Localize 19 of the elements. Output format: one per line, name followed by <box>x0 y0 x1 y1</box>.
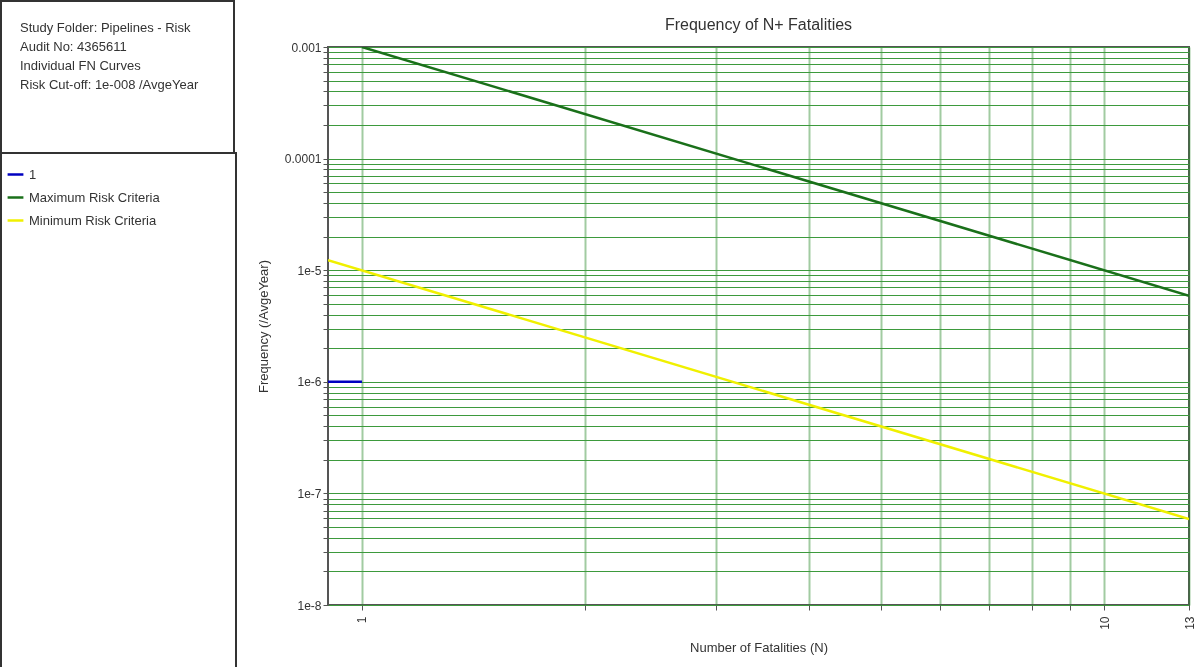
y-tick-label: 1e-8 <box>297 598 322 613</box>
x-axis-title: Number of Fatalities (N) <box>690 639 828 655</box>
x-tick-label: 13 <box>1182 616 1197 630</box>
legend-label: 1 <box>29 166 37 182</box>
text: Risk Cut-off: 1e-008 /AvgeYear <box>20 76 200 94</box>
legend-label: Maximum Risk Criteria <box>29 189 161 205</box>
x-tick-label: 10 <box>1097 616 1112 630</box>
text: Audit No: 4365611 <box>20 38 128 56</box>
y-tick-label: 0.0001 <box>284 152 322 167</box>
text: Study Folder: Pipelines - Risk <box>20 19 192 37</box>
y-tick-label: 1e-6 <box>297 375 322 390</box>
text: Individual FN Curves <box>20 57 142 75</box>
y-tick-label: 1e-5 <box>297 263 322 278</box>
x-tick-label: 1 <box>355 616 370 624</box>
chart-title: Frequency of N+ Fatalities <box>664 16 853 33</box>
y-tick-label: 1e-7 <box>297 486 322 501</box>
y-axis-title: Frequency (/AvgeYear) <box>255 260 271 393</box>
legend-label: Minimum Risk Criteria <box>29 212 157 228</box>
y-tick-label: 0.001 <box>291 40 322 55</box>
